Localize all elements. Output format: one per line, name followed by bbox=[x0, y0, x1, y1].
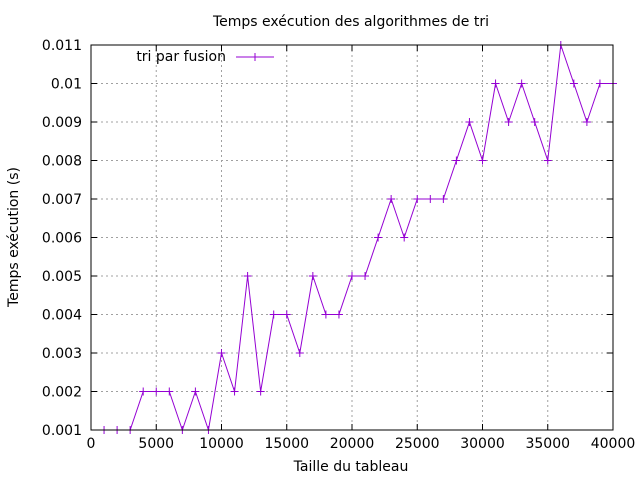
data-point bbox=[387, 195, 396, 203]
data-point bbox=[282, 310, 291, 319]
x-tick-label: 10000 bbox=[199, 436, 244, 452]
data-point bbox=[439, 195, 448, 203]
x-tick-label: 35000 bbox=[525, 436, 570, 452]
y-axis-title: Temps exécution (s) bbox=[6, 167, 22, 308]
y-tick-label: 0.003 bbox=[42, 346, 82, 362]
data-point bbox=[348, 272, 356, 280]
series-layer bbox=[100, 41, 617, 434]
x-tick-label: 0 bbox=[87, 436, 96, 452]
data-point bbox=[465, 118, 474, 126]
data-point bbox=[191, 387, 200, 396]
y-tick-label: 0.005 bbox=[42, 269, 82, 285]
data-point bbox=[139, 387, 148, 396]
data-point bbox=[269, 310, 278, 319]
data-point bbox=[569, 79, 578, 88]
y-tick-label: 0.002 bbox=[42, 385, 82, 401]
data-point bbox=[243, 272, 252, 280]
data-point bbox=[452, 156, 461, 165]
x-tick-label: 25000 bbox=[395, 436, 440, 452]
y-tick-label: 0.008 bbox=[42, 154, 82, 170]
x-tick-label: 5000 bbox=[138, 436, 174, 452]
y-tick-label: 0.009 bbox=[42, 115, 82, 131]
x-tick-label: 15000 bbox=[264, 436, 309, 452]
plot-frame bbox=[90, 44, 614, 431]
data-point bbox=[230, 387, 239, 396]
y-tick-label: 0.004 bbox=[42, 308, 82, 324]
x-axis-ticks: 0 5000 10000 15000 20000 25000 30000 35000 40000 bbox=[87, 45, 636, 452]
data-point bbox=[400, 233, 409, 242]
x-tick-label: 30000 bbox=[460, 436, 505, 452]
data-point bbox=[295, 349, 304, 357]
series-line-0 bbox=[104, 44, 613, 432]
data-point bbox=[361, 272, 370, 280]
x-axis-title: Taille du tableau bbox=[293, 459, 409, 475]
data-point bbox=[426, 195, 435, 203]
legend-marker-plus bbox=[251, 53, 259, 61]
data-point bbox=[374, 233, 383, 242]
y-tick-label: 0.011 bbox=[42, 38, 82, 54]
data-point bbox=[491, 79, 500, 88]
data-point bbox=[334, 310, 343, 319]
data-point bbox=[308, 272, 317, 280]
data-point bbox=[595, 79, 604, 88]
data-point bbox=[478, 156, 487, 165]
grid-lines bbox=[91, 45, 613, 430]
y-tick-label: 0.001 bbox=[42, 423, 82, 439]
y-axis-ticks: 0.001 0.002 0.003 0.004 0.005 0.006 0.007 0.008… bbox=[42, 38, 613, 439]
chart-title: Temps exécution des algorithmes de tri bbox=[212, 14, 489, 30]
y-tick-label: 0.007 bbox=[42, 192, 82, 208]
legend-label-series-0: tri par fusion bbox=[136, 49, 226, 65]
data-point bbox=[504, 118, 513, 126]
data-point bbox=[543, 156, 552, 165]
legend: tri par fusion bbox=[136, 49, 274, 65]
data-point bbox=[530, 118, 539, 126]
x-tick-label: 40000 bbox=[591, 436, 636, 452]
data-point bbox=[413, 195, 422, 203]
y-tick-label: 0.01 bbox=[51, 77, 82, 93]
x-tick-label: 20000 bbox=[330, 436, 375, 452]
data-point bbox=[321, 310, 330, 319]
data-point bbox=[152, 387, 161, 396]
data-point bbox=[517, 79, 526, 88]
data-point bbox=[582, 118, 591, 126]
legend-marker-series-0 bbox=[251, 53, 259, 61]
data-point bbox=[256, 387, 265, 396]
y-tick-label: 0.006 bbox=[42, 231, 82, 247]
data-point bbox=[217, 349, 226, 357]
data-point bbox=[165, 387, 174, 396]
